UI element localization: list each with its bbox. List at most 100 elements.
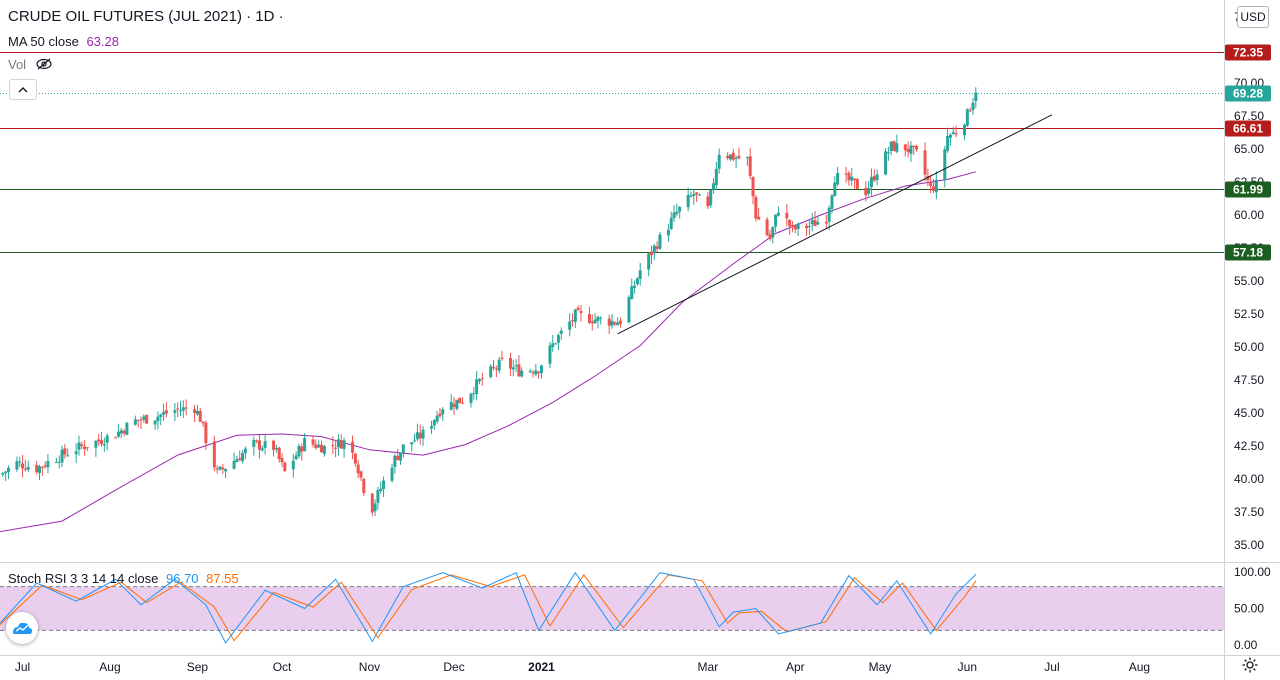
candle-body <box>616 322 620 326</box>
candle-body <box>238 458 242 461</box>
candle-body <box>754 196 758 219</box>
candle-body <box>492 367 496 369</box>
candle-body <box>934 179 938 193</box>
candle-body <box>689 195 693 197</box>
candle-body <box>508 358 512 369</box>
candle-body <box>303 438 307 452</box>
candle-body <box>816 222 820 225</box>
candle-body <box>430 426 434 429</box>
time-tick-label: Mar <box>698 660 719 674</box>
candle-body <box>232 460 236 469</box>
candle-body <box>263 441 267 448</box>
candle-body <box>373 503 377 512</box>
candle-body <box>57 461 61 463</box>
candle-body <box>785 212 789 219</box>
cloud-logo-icon <box>7 613 37 643</box>
candle-body <box>915 146 919 150</box>
time-tick-label: 2021 <box>528 660 555 674</box>
candle-body <box>317 444 321 448</box>
candle-body <box>6 467 10 472</box>
stoch-k-line <box>0 571 977 644</box>
candle-body <box>300 446 304 452</box>
candle-body <box>974 92 978 101</box>
candle-body <box>21 463 25 469</box>
stoch-rsi-legend[interactable]: Stoch RSI 3 3 14 14 close 96.70 87.55 <box>8 571 239 586</box>
candle-body <box>362 479 366 494</box>
price-tick-label: 42.50 <box>1234 439 1264 453</box>
candle-body <box>342 440 346 449</box>
candle-body <box>139 419 143 421</box>
eye-off-icon[interactable] <box>36 58 52 73</box>
candle-body <box>66 455 70 457</box>
candle-body <box>824 221 828 224</box>
price-tick-label: 67.50 <box>1234 109 1264 123</box>
symbol-title[interactable]: CRUDE OIL FUTURES (JUL 2021) · 1D · <box>8 8 284 25</box>
candle-body <box>946 135 950 151</box>
candle-body <box>757 216 761 220</box>
interval-label[interactable]: 1D <box>255 8 275 25</box>
price-tick-label: 52.50 <box>1234 307 1264 321</box>
trendline <box>617 114 1053 335</box>
ma-value: 63.28 <box>86 34 119 49</box>
candle-body <box>356 464 360 474</box>
candle-body <box>590 321 594 324</box>
candle-body <box>511 367 515 370</box>
last-price-tag <box>1225 85 1271 102</box>
candle-body <box>568 321 572 330</box>
candle-body <box>413 440 417 442</box>
candle-body <box>867 187 871 194</box>
candle-body <box>855 179 859 190</box>
candle-body <box>353 453 357 464</box>
candle-body <box>60 449 64 463</box>
candle-body <box>768 234 772 240</box>
candle-body <box>923 150 927 175</box>
candle-body <box>260 448 264 451</box>
candle-body <box>587 314 591 323</box>
vol-legend[interactable]: Vol <box>8 57 52 73</box>
candle-body <box>534 370 538 375</box>
time-tick-label: Aug <box>1129 660 1150 674</box>
candle-body <box>520 370 524 377</box>
candle-body <box>788 220 792 227</box>
candle-body <box>627 297 631 323</box>
candle-body <box>539 365 543 374</box>
candle-body <box>576 307 580 311</box>
candle-body <box>241 453 245 462</box>
tradingview-logo[interactable] <box>6 612 38 644</box>
candle-body <box>469 393 473 404</box>
collapse-legend-button[interactable] <box>9 79 37 100</box>
candle-body <box>181 407 185 411</box>
candle-body <box>46 461 50 468</box>
candle-body <box>968 110 972 112</box>
candle-body <box>963 124 967 136</box>
candle-body <box>184 407 188 409</box>
gear-icon[interactable] <box>1242 657 1258 678</box>
currency-badge[interactable]: USD <box>1237 6 1269 28</box>
candle-body <box>805 225 809 229</box>
candle-body <box>500 357 504 359</box>
candle-body <box>635 278 639 285</box>
time-tick-label: Sep <box>187 660 209 674</box>
candle-body <box>398 452 402 461</box>
candle-body <box>737 155 741 159</box>
time-tick-label: Aug <box>99 660 120 674</box>
candle-body <box>133 419 137 425</box>
candle-body <box>125 423 129 435</box>
candle-body <box>212 441 216 468</box>
candle-body <box>678 206 682 212</box>
candle-body <box>331 445 335 447</box>
candle-body <box>4 471 8 474</box>
candle-body <box>441 409 445 415</box>
candle-body <box>18 461 22 463</box>
candle-body <box>1 473 5 475</box>
candle-body <box>793 226 797 230</box>
candle-body <box>339 440 343 449</box>
candle-body <box>224 468 228 472</box>
ma-legend[interactable]: MA 50 close 63.28 <box>8 34 119 49</box>
candle-body <box>731 152 735 160</box>
time-tick-label: Dec <box>443 660 464 674</box>
symbol-name[interactable]: CRUDE OIL FUTURES (JUL 2021) <box>8 8 242 25</box>
candle-body <box>320 444 324 453</box>
candle-body <box>314 444 318 448</box>
